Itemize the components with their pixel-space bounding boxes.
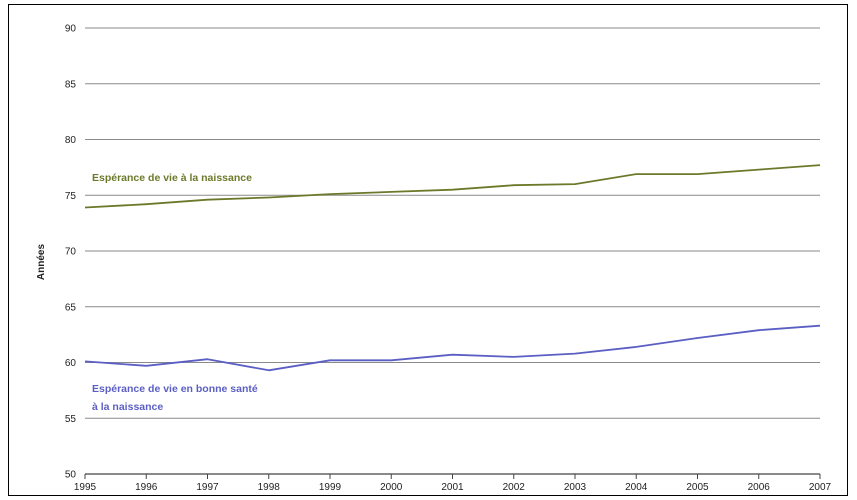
- series-lines: [84, 164, 821, 372]
- x-tick-label-10: 2005: [686, 482, 709, 493]
- x-tick-label-3: 1998: [258, 482, 281, 493]
- x-tick-label-5: 2000: [380, 482, 403, 493]
- y-axis-ticks: 50 55 60 65 70 75 80 85 90: [65, 24, 77, 481]
- x-tick-label-6: 2001: [441, 482, 464, 493]
- x-tick-label-1: 1996: [135, 482, 158, 493]
- y-tick-label-85: 85: [65, 79, 77, 90]
- x-tick-label-0: 1995: [74, 482, 97, 493]
- y-tick-label-50: 50: [65, 470, 77, 481]
- x-tick-label-9: 2004: [625, 482, 648, 493]
- series-annotations: Espérance de vie à la naissance Espéranc…: [92, 172, 258, 413]
- series-line-0: [84, 164, 821, 209]
- y-tick-label-75: 75: [65, 191, 77, 202]
- x-tick-label-8: 2003: [564, 482, 587, 493]
- series-label-life-expectancy: Espérance de vie à la naissance: [92, 172, 252, 184]
- x-axis: 1995 1996 1997 1998 1999 2000 2001 2002 2003 2004…: [74, 474, 832, 493]
- series-line-1: [84, 324, 821, 372]
- gridlines: [85, 27, 820, 475]
- x-tick-label-11: 2006: [748, 482, 771, 493]
- y-tick-label-55: 55: [65, 414, 77, 425]
- y-axis-label: Années: [36, 244, 47, 281]
- y-tick-label-70: 70: [65, 247, 77, 258]
- y-tick-label-80: 80: [65, 135, 77, 146]
- x-tick-label-4: 1999: [319, 482, 342, 493]
- series-label-healthy-life-line-2: à la naissance: [92, 401, 163, 413]
- x-tick-label-2: 1997: [196, 482, 219, 493]
- series-label-healthy-life-line-1: Espérance de vie en bonne santé: [92, 383, 258, 395]
- y-tick-label-65: 65: [65, 302, 77, 313]
- x-tick-label-7: 2002: [503, 482, 526, 493]
- y-tick-label-90: 90: [65, 24, 77, 35]
- y-tick-label-60: 60: [65, 358, 77, 369]
- chart-frame: [8, 4, 848, 496]
- x-tick-label-12: 2007: [809, 482, 832, 493]
